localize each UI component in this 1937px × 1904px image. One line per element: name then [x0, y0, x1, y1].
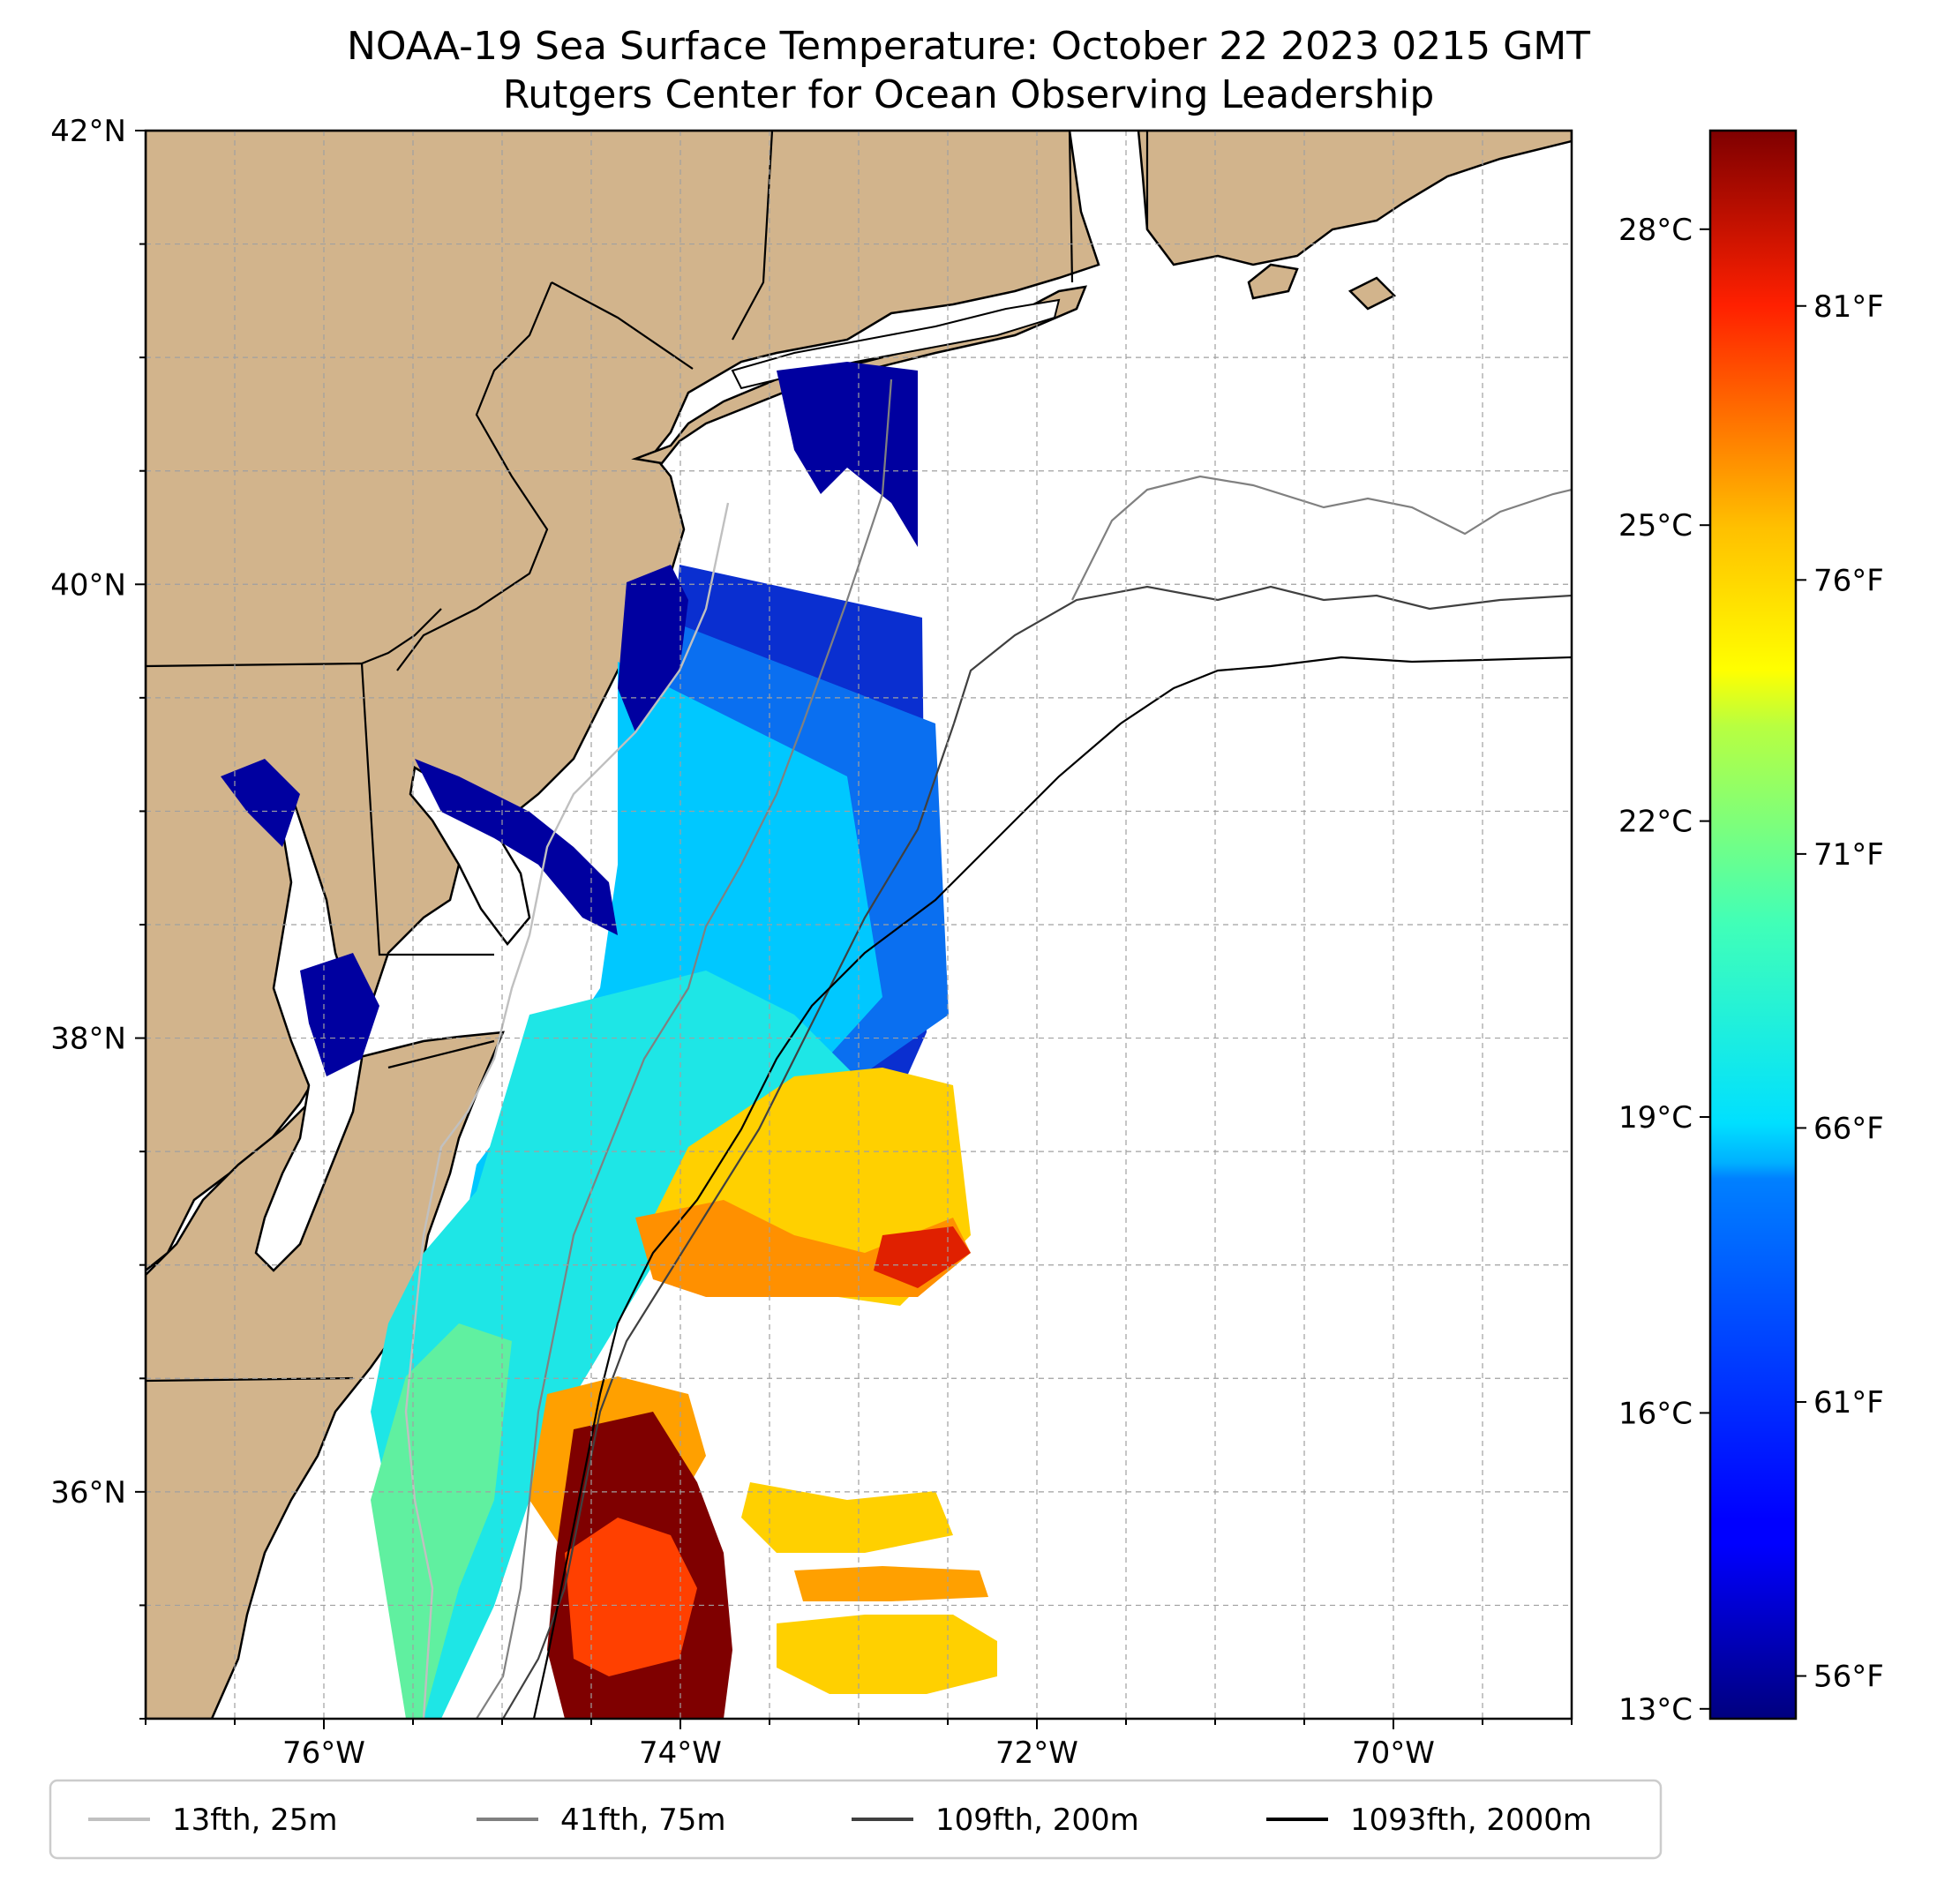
- colorbar-f-label: 56°F: [1813, 1660, 1884, 1695]
- figure-title: NOAA-19 Sea Surface Temperature: October…: [346, 24, 1591, 69]
- land-area: [1348, 276, 1397, 311]
- colorbar-c-label: 22°C: [1618, 805, 1693, 840]
- y-tick-label: 38°N: [50, 1022, 126, 1057]
- colorbar-f-label: 76°F: [1813, 563, 1884, 598]
- colorbar-c-label: 25°C: [1618, 508, 1693, 543]
- colorbar-fahrenheit-axis: 56°F 61°F 66°F 71°F 76°F 81°F: [1796, 289, 1884, 1695]
- land-area: [1247, 263, 1299, 300]
- land-area: [1137, 131, 1572, 266]
- colorbar-f-label: 71°F: [1813, 837, 1884, 873]
- map-gridlines: [146, 131, 1572, 1719]
- y-tick-label: 40°N: [50, 567, 126, 603]
- x-tick-label: 74°W: [639, 1735, 722, 1771]
- legend-label: 109fth, 200m: [935, 1803, 1139, 1838]
- legend-label: 13fth, 25m: [172, 1803, 338, 1838]
- colorbar-f-label: 61°F: [1813, 1385, 1884, 1421]
- x-tick-label: 76°W: [282, 1735, 365, 1771]
- longitude-axis: 76°W 74°W 72°W 70°W: [145, 1719, 1573, 1771]
- legend-label: 41fth, 75m: [560, 1803, 726, 1838]
- y-tick-label: 42°N: [50, 114, 126, 149]
- colorbar-f-label: 66°F: [1813, 1111, 1884, 1146]
- colorbar-c-label: 16°C: [1618, 1396, 1693, 1431]
- latitude-axis: 42°N 40°N 38°N 36°N: [50, 114, 146, 1720]
- colorbar-f-label: 81°F: [1813, 289, 1884, 325]
- x-tick-label: 72°W: [995, 1735, 1078, 1771]
- legend: 13fth, 25m 41fth, 75m 109fth, 200m 1093fth,…: [49, 1779, 1663, 1860]
- colorbar-gradient: [1708, 129, 1798, 1720]
- colorbar-c-label: 13°C: [1618, 1692, 1693, 1728]
- colorbar-c-label: 28°C: [1618, 213, 1693, 248]
- colorbar: 13°C 16°C 19°C 22°C 25°C 28°C 56°F 61°F 66°F 71°…: [1618, 129, 1884, 1728]
- colorbar-celsius-axis: 13°C 16°C 19°C 22°C 25°C 28°C: [1618, 213, 1710, 1728]
- colorbar-c-label: 19°C: [1618, 1100, 1693, 1136]
- x-tick-label: 70°W: [1352, 1735, 1435, 1771]
- y-tick-label: 36°N: [50, 1475, 126, 1510]
- figure-subtitle: Rutgers Center for Ocean Observing Leade…: [502, 72, 1435, 117]
- legend-label: 1093fth, 2000m: [1350, 1803, 1592, 1838]
